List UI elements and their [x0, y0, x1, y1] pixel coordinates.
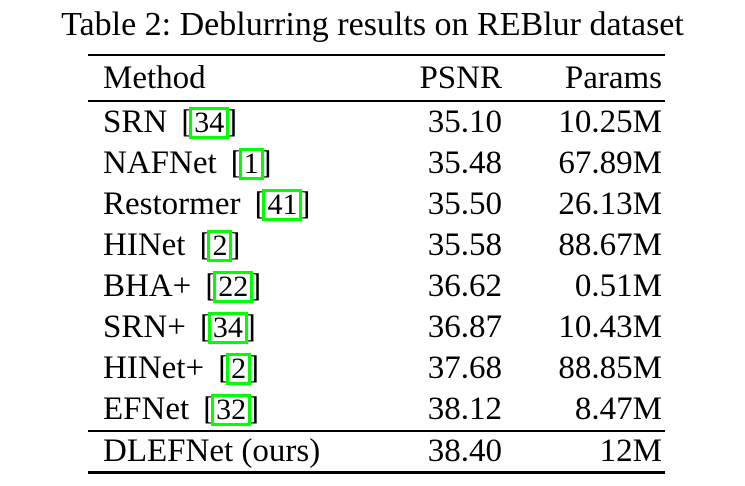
citation-link[interactable]: [ 34 ] [200, 311, 256, 344]
psnr-value: 36.62 [427, 268, 502, 304]
results-table: Method PSNR Params SRN [ 34 ] 35.10 10.2… [88, 54, 665, 474]
citation-bracket-right: ] [260, 147, 272, 180]
method-cell: Restormer [ 41 ] [88, 188, 387, 221]
method-cell: HINet [ 2 ] [88, 229, 387, 262]
citation-number: 41 [262, 188, 303, 221]
method-name: DLEFNet (ours) [103, 435, 321, 468]
params-value: 67.89M [558, 145, 662, 181]
psnr-value: 35.50 [427, 186, 502, 222]
citation-number: 22 [213, 270, 254, 303]
method-name: BHA+ [103, 270, 192, 303]
citation-bracket-right: ] [248, 393, 260, 426]
rule-bottom [88, 471, 665, 474]
table-header-row: Method PSNR Params [88, 56, 665, 100]
table-row: NAFNet [ 1 ] 35.48 67.89M [88, 143, 665, 184]
citation-bracket-right: ] [299, 188, 311, 221]
params-value: 88.85M [558, 350, 662, 386]
citation-bracket-left: [ [199, 311, 211, 344]
psnr-value: 38.40 [427, 433, 502, 469]
psnr-value: 38.12 [427, 391, 502, 427]
params-value: 10.43M [558, 309, 662, 345]
col-header-params: Params [564, 59, 662, 96]
citation-link[interactable]: [ 2 ] [218, 352, 259, 385]
method-cell: NAFNet [ 1 ] [88, 147, 387, 180]
method-name: Restormer [103, 188, 241, 221]
citation-link[interactable]: [ 2 ] [199, 229, 240, 262]
method-name: HINet [103, 229, 186, 262]
citation-bracket-left: [ [181, 106, 193, 139]
col-header-psnr: PSNR [419, 59, 502, 96]
table-row: EFNet [ 32 ] 38.12 8.47M [88, 389, 665, 430]
params-value: 88.67M [558, 227, 662, 263]
table-body: SRN [ 34 ] 35.10 10.25M NAFNet [ 1 ] 35.… [88, 102, 665, 430]
table-row: HINet [ 2 ] 35.58 88.67M [88, 225, 665, 266]
col-header-method: Method [103, 61, 206, 95]
rule-top [88, 54, 665, 56]
method-name: HINet+ [103, 352, 205, 385]
citation-number: 32 [211, 393, 252, 426]
method-cell: BHA+ [ 22 ] [88, 270, 387, 303]
citation-number: 2 [226, 352, 252, 385]
citation-bracket-left: [ [199, 229, 211, 262]
citation-bracket-left: [ [218, 352, 230, 385]
method-cell: EFNet [ 32 ] [88, 393, 387, 426]
params-value: 8.47M [574, 391, 662, 427]
method-cell: HINet+ [ 2 ] [88, 352, 387, 385]
table-row: Restormer [ 41 ] 35.50 26.13M [88, 184, 665, 225]
citation-bracket-left: [ [230, 147, 242, 180]
psnr-value: 35.10 [427, 104, 502, 140]
citation-number: 34 [207, 311, 248, 344]
citation-link[interactable]: [ 1 ] [231, 147, 272, 180]
method-name: NAFNet [103, 147, 217, 180]
table-row: SRN+ [ 34 ] 36.87 10.43M [88, 307, 665, 348]
psnr-value: 35.48 [427, 145, 502, 181]
method-cell: DLEFNet (ours) [88, 435, 387, 468]
citation-bracket-right: ] [248, 352, 260, 385]
method-name: EFNet [103, 393, 190, 426]
citation-link[interactable]: [ 41 ] [254, 188, 310, 221]
table-row-ours: DLEFNet (ours) 38.40 12M [88, 432, 665, 471]
citation-bracket-left: [ [203, 393, 215, 426]
rule-footer-separator [88, 430, 665, 432]
citation-number: 34 [189, 106, 230, 139]
citation-number: 2 [207, 229, 233, 262]
citation-bracket-right: ] [244, 311, 256, 344]
method-name: SRN+ [103, 311, 186, 344]
citation-link[interactable]: [ 32 ] [203, 393, 259, 426]
method-cell: SRN+ [ 34 ] [88, 311, 387, 344]
citation-link[interactable]: [ 22 ] [205, 270, 261, 303]
psnr-value: 35.58 [427, 227, 502, 263]
params-value: 12M [599, 433, 662, 469]
citation-bracket-left: [ [254, 188, 266, 221]
params-value: 26.13M [558, 186, 662, 222]
params-value: 0.51M [574, 268, 662, 304]
psnr-value: 37.68 [427, 350, 502, 386]
rule-header-separator [88, 100, 665, 102]
citation-bracket-left: [ [205, 270, 217, 303]
citation-bracket-right: ] [226, 106, 238, 139]
table-caption: Table 2: Deblurring results on REBlur da… [61, 6, 684, 43]
method-cell: SRN [ 34 ] [88, 106, 387, 139]
citation-link[interactable]: [ 34 ] [181, 106, 237, 139]
table-row: HINet+ [ 2 ] 37.68 88.85M [88, 348, 665, 389]
citation-bracket-right: ] [229, 229, 241, 262]
psnr-value: 36.87 [427, 309, 502, 345]
table-row: BHA+ [ 22 ] 36.62 0.51M [88, 266, 665, 307]
params-value: 10.25M [558, 104, 662, 140]
table-row: SRN [ 34 ] 35.10 10.25M [88, 102, 665, 143]
citation-bracket-right: ] [250, 270, 262, 303]
citation-number: 1 [238, 147, 264, 180]
method-name: SRN [103, 106, 168, 139]
